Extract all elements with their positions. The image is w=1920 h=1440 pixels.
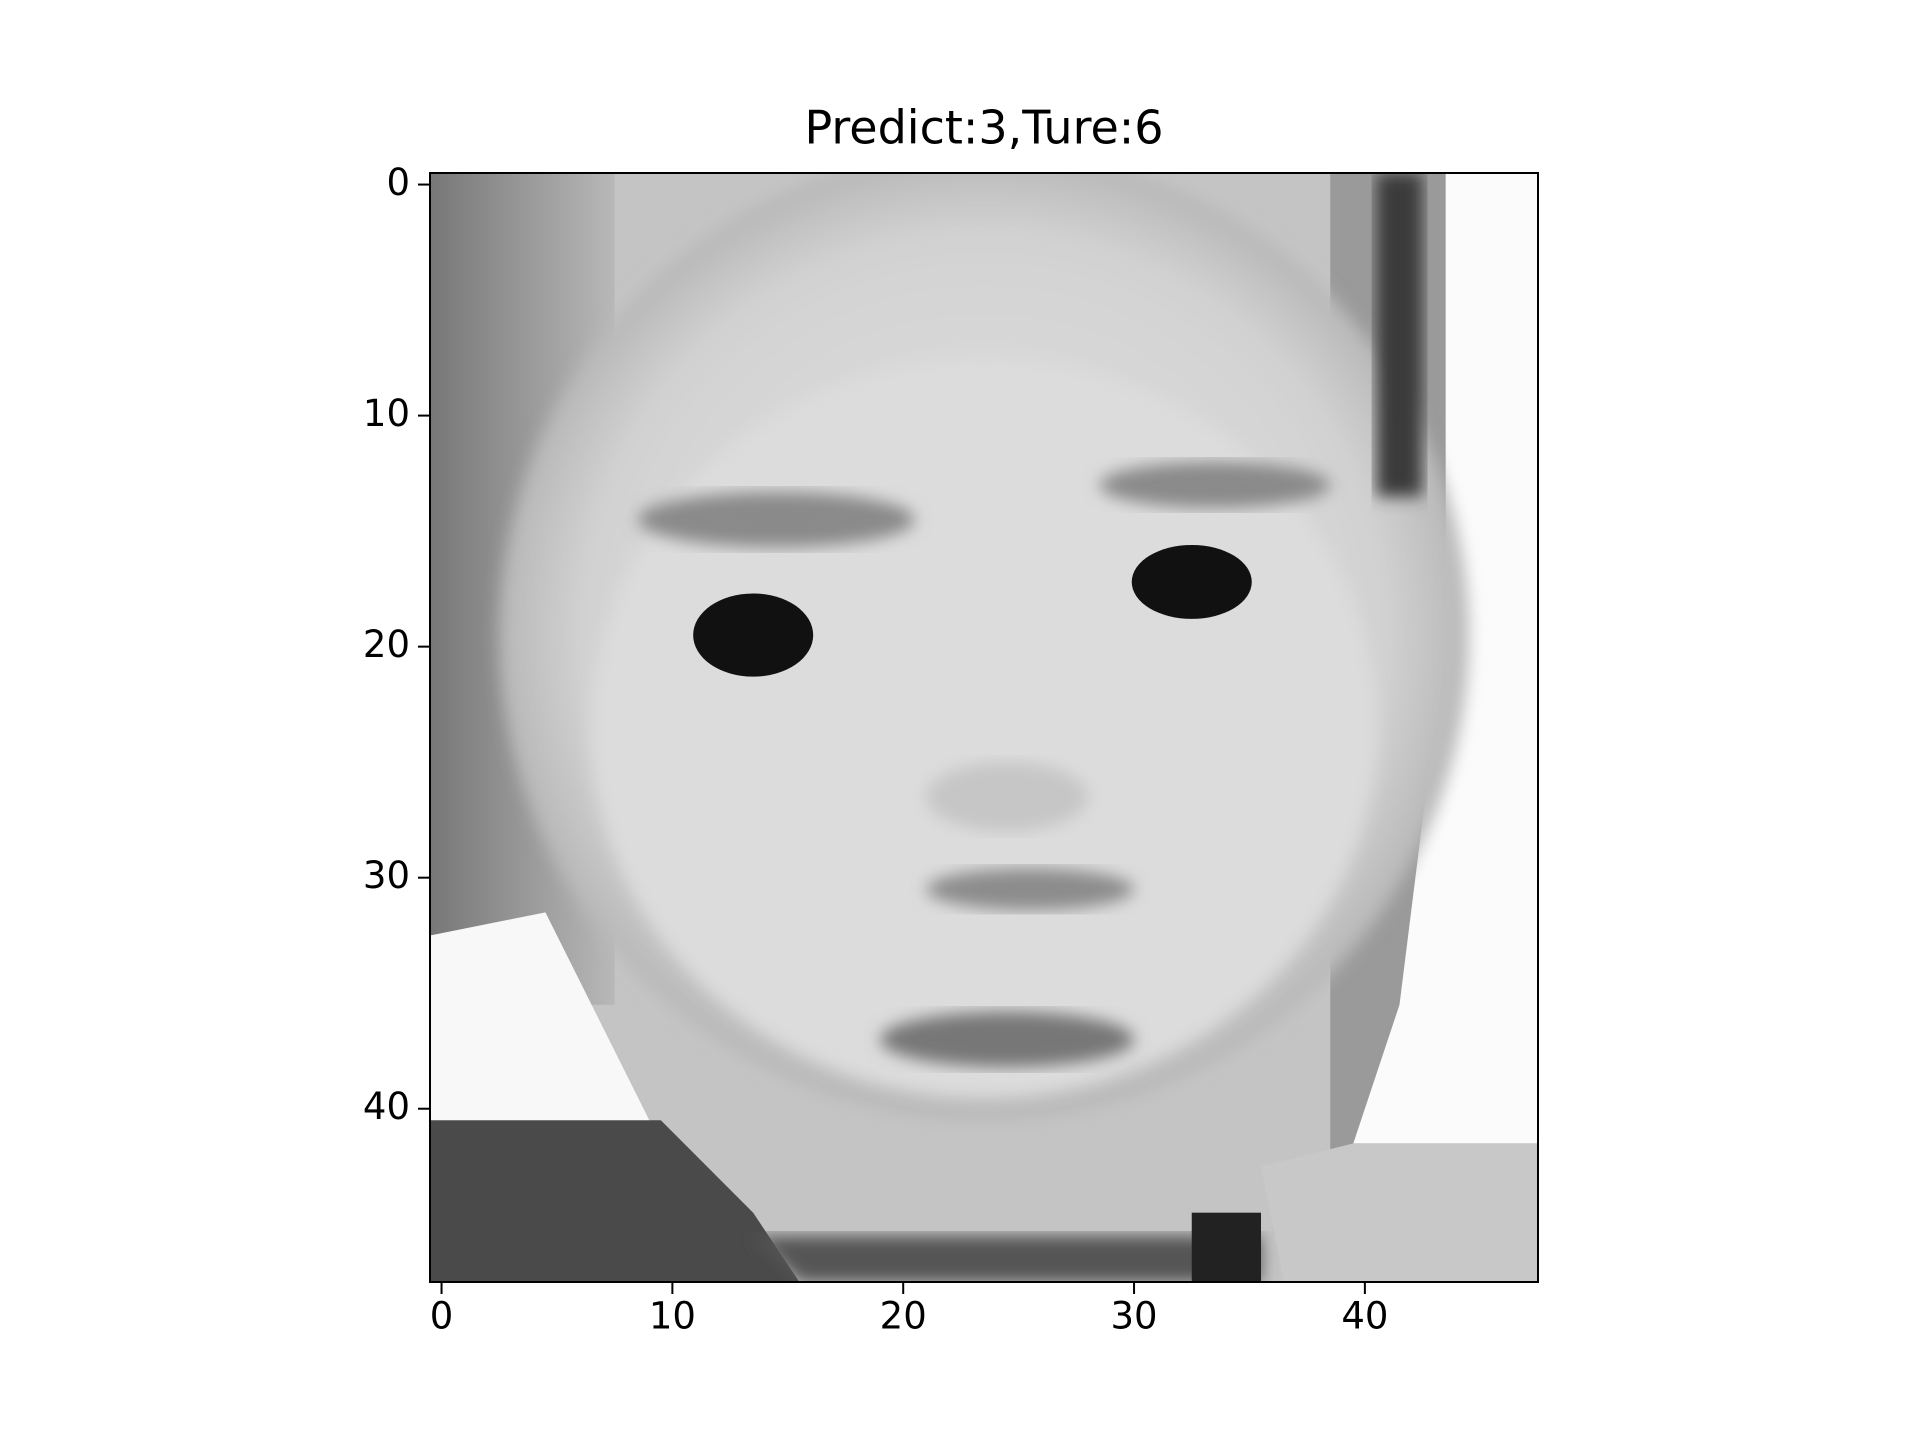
x-tick-label: 40 bbox=[1341, 1295, 1388, 1338]
image-region bbox=[753, 1235, 1261, 1282]
image-region bbox=[880, 1011, 1135, 1068]
y-tick-label: 10 bbox=[363, 392, 410, 435]
chart-title: Predict:3,Ture:6 bbox=[804, 101, 1163, 155]
image-region bbox=[430, 912, 661, 1144]
x-tick-label: 30 bbox=[1110, 1295, 1157, 1338]
x-tick-label: 0 bbox=[430, 1295, 454, 1338]
image-region bbox=[637, 491, 915, 548]
axes-frame bbox=[429, 172, 1539, 1283]
y-tick-label: 0 bbox=[386, 161, 410, 204]
image-region bbox=[926, 762, 1088, 832]
y-tick-label: 20 bbox=[363, 623, 410, 666]
image-region bbox=[926, 868, 1135, 911]
image-region bbox=[1261, 1143, 1538, 1282]
y-tick-label: 30 bbox=[363, 854, 410, 897]
y-tick-label: 40 bbox=[363, 1085, 410, 1128]
image bbox=[430, 173, 1538, 1282]
image-region bbox=[1191, 1212, 1261, 1282]
image-region bbox=[693, 593, 814, 677]
x-tick-label: 20 bbox=[880, 1295, 927, 1338]
image-region bbox=[1376, 173, 1423, 497]
image-region bbox=[430, 1120, 800, 1282]
image-region bbox=[1131, 544, 1252, 619]
image-region bbox=[1099, 461, 1331, 509]
x-tick-label: 10 bbox=[649, 1295, 696, 1338]
